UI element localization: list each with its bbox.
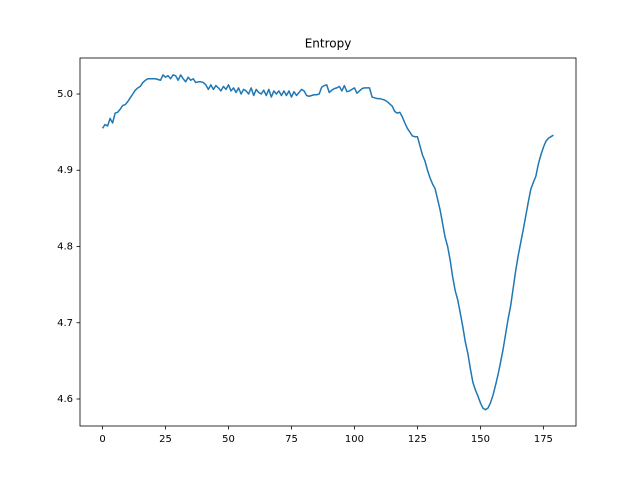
x-tick-label: 0 xyxy=(99,434,105,445)
plot-frame xyxy=(79,57,577,427)
y-tick-label: 4.9 xyxy=(57,165,73,176)
y-tick-label: 4.8 xyxy=(57,241,73,252)
y-tick-label: 5.0 xyxy=(57,89,73,100)
data-line xyxy=(101,74,554,411)
x-tick-label: 150 xyxy=(471,434,490,445)
x-tick-label: 100 xyxy=(345,434,364,445)
x-tick-label: 75 xyxy=(285,434,298,445)
x-tick-label: 125 xyxy=(408,434,427,445)
x-tick-label: 25 xyxy=(159,434,172,445)
x-tick-label: 50 xyxy=(222,434,235,445)
y-tick-label: 4.7 xyxy=(57,318,73,329)
x-tick-label: 175 xyxy=(534,434,553,445)
y-tick-label: 4.6 xyxy=(57,394,73,405)
chart-title: Entropy xyxy=(305,37,352,51)
